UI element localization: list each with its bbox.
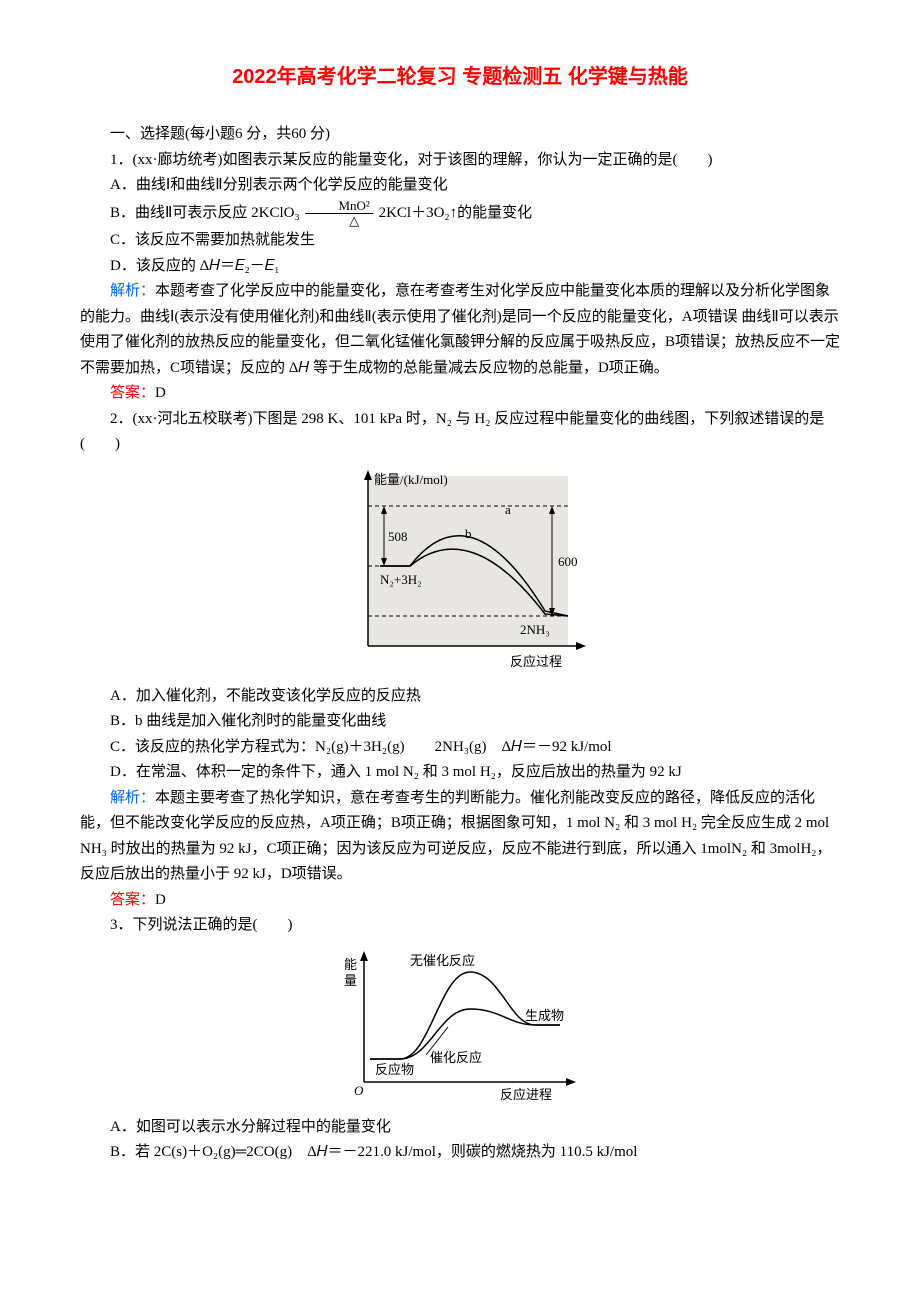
q1-optb-num: MnO²: [305, 199, 372, 213]
q1-option-c: C．该反应不需要加热就能发生: [80, 228, 840, 254]
answer-label: 答案：: [110, 385, 155, 401]
reactant-label: N₂+3H₂: [380, 572, 422, 587]
origin-label: O: [354, 1083, 364, 1098]
q1-stem: 1．(xx·廊坊统考)如图表示某反应的能量变化，对于该图的理解，你认为一定正确的…: [80, 148, 840, 174]
q1-analysis: 解析：本题考查了化学反应中的能量变化，意在考查考生对化学反应中能量变化本质的理解…: [80, 279, 840, 381]
x-arrow-icon: [566, 1078, 576, 1086]
y-label-2: 量: [344, 973, 357, 988]
q1-optb-frac: MnO² △: [305, 199, 372, 229]
q2-answer: 答案：D: [80, 888, 840, 914]
y-label-1: 能: [344, 957, 357, 972]
product-label: 2NH₃: [520, 622, 550, 637]
q1-optb-post: 2KCl＋3O₂↑的能量变化: [379, 205, 533, 221]
q1-optb-den: △: [305, 213, 372, 228]
no-catalyst-label: 无催化反应: [410, 953, 475, 968]
reactant-label: 反应物: [375, 1062, 414, 1077]
q2-energy-diagram: 能量/(kJ/mol) a b 508 600 N₂+3H₂ 2NH₃ 反应过程: [320, 466, 600, 676]
q3-energy-diagram: 能 量 无催化反应 催化反应 反应物 生成物 O 反应进程: [330, 947, 590, 1107]
q1-answer-text: D: [155, 385, 166, 401]
section-heading: 一、选择题(每小题6 分，共60 分): [80, 122, 840, 148]
q3-option-b: B．若 2C(s)＋O₂(g)═2CO(g) Δ𝐻＝－221.0 kJ/mol，…: [80, 1140, 840, 1166]
q3-option-a: A．如图可以表示水分解过程中的能量变化: [80, 1115, 840, 1141]
q2-stem: 2．(xx·河北五校联考)下图是 298 K、101 kPa 时，N₂ 与 H₂…: [80, 407, 840, 458]
chart-bg: [368, 476, 568, 646]
analysis-label: 解析：: [110, 790, 155, 806]
q2-analysis: 解析：本题主要考查了热化学知识，意在考查考生的判断能力。催化剂能改变反应的路径，…: [80, 786, 840, 888]
product-label: 生成物: [525, 1008, 564, 1023]
value-600: 600: [558, 554, 578, 569]
y-arrow-icon: [364, 470, 372, 480]
y-arrow-icon: [360, 951, 368, 961]
q1-option-a: A．曲线Ⅰ和曲线Ⅱ分别表示两个化学反应的能量变化: [80, 173, 840, 199]
q2-option-c: C．该反应的热化学方程式为：N₂(g)＋3H₂(g) 2NH₃(g) Δ𝐻＝－9…: [80, 735, 840, 761]
catalyst-label: 催化反应: [430, 1050, 482, 1065]
curve-a-label: a: [505, 502, 511, 517]
q2-option-b: B．b 曲线是加入催化剂时的能量变化曲线: [80, 709, 840, 735]
answer-label: 答案：: [110, 892, 155, 908]
q1-option-d: D．该反应的 Δ𝐻＝𝐸₂－𝐸₁: [80, 254, 840, 280]
q1-optb-pre: B．曲线Ⅱ可表示反应 2KClO₃: [110, 205, 303, 221]
x-arrow-icon: [576, 642, 586, 650]
analysis-label: 解析：: [110, 283, 155, 299]
curve-b-label: b: [465, 526, 472, 541]
page-title: 2022年高考化学二轮复习 专题检测五 化学键与热能: [80, 60, 840, 94]
value-508: 508: [388, 529, 408, 544]
q1-option-b: B．曲线Ⅱ可表示反应 2KClO₃ MnO² △ 2KCl＋3O₂↑的能量变化: [80, 199, 840, 229]
q2-option-a: A．加入催化剂，不能改变该化学反应的反应热: [80, 684, 840, 710]
q1-analysis-text: 本题考查了化学反应中的能量变化，意在考查考生对化学反应中能量变化本质的理解以及分…: [80, 283, 840, 376]
x-label: 反应进程: [500, 1087, 552, 1102]
y-label: 能量/(kJ/mol): [374, 472, 448, 487]
q2-option-d: D．在常温、体积一定的条件下，通入 1 mol N₂ 和 3 mol H₂，反应…: [80, 760, 840, 786]
x-label: 反应过程: [510, 654, 562, 669]
q2-answer-text: D: [155, 892, 166, 908]
q2-analysis-text: 本题主要考查了热化学知识，意在考查考生的判断能力。催化剂能改变反应的路径，降低反…: [80, 790, 832, 883]
q3-stem: 3．下列说法正确的是( ): [80, 913, 840, 939]
q1-answer: 答案：D: [80, 381, 840, 407]
